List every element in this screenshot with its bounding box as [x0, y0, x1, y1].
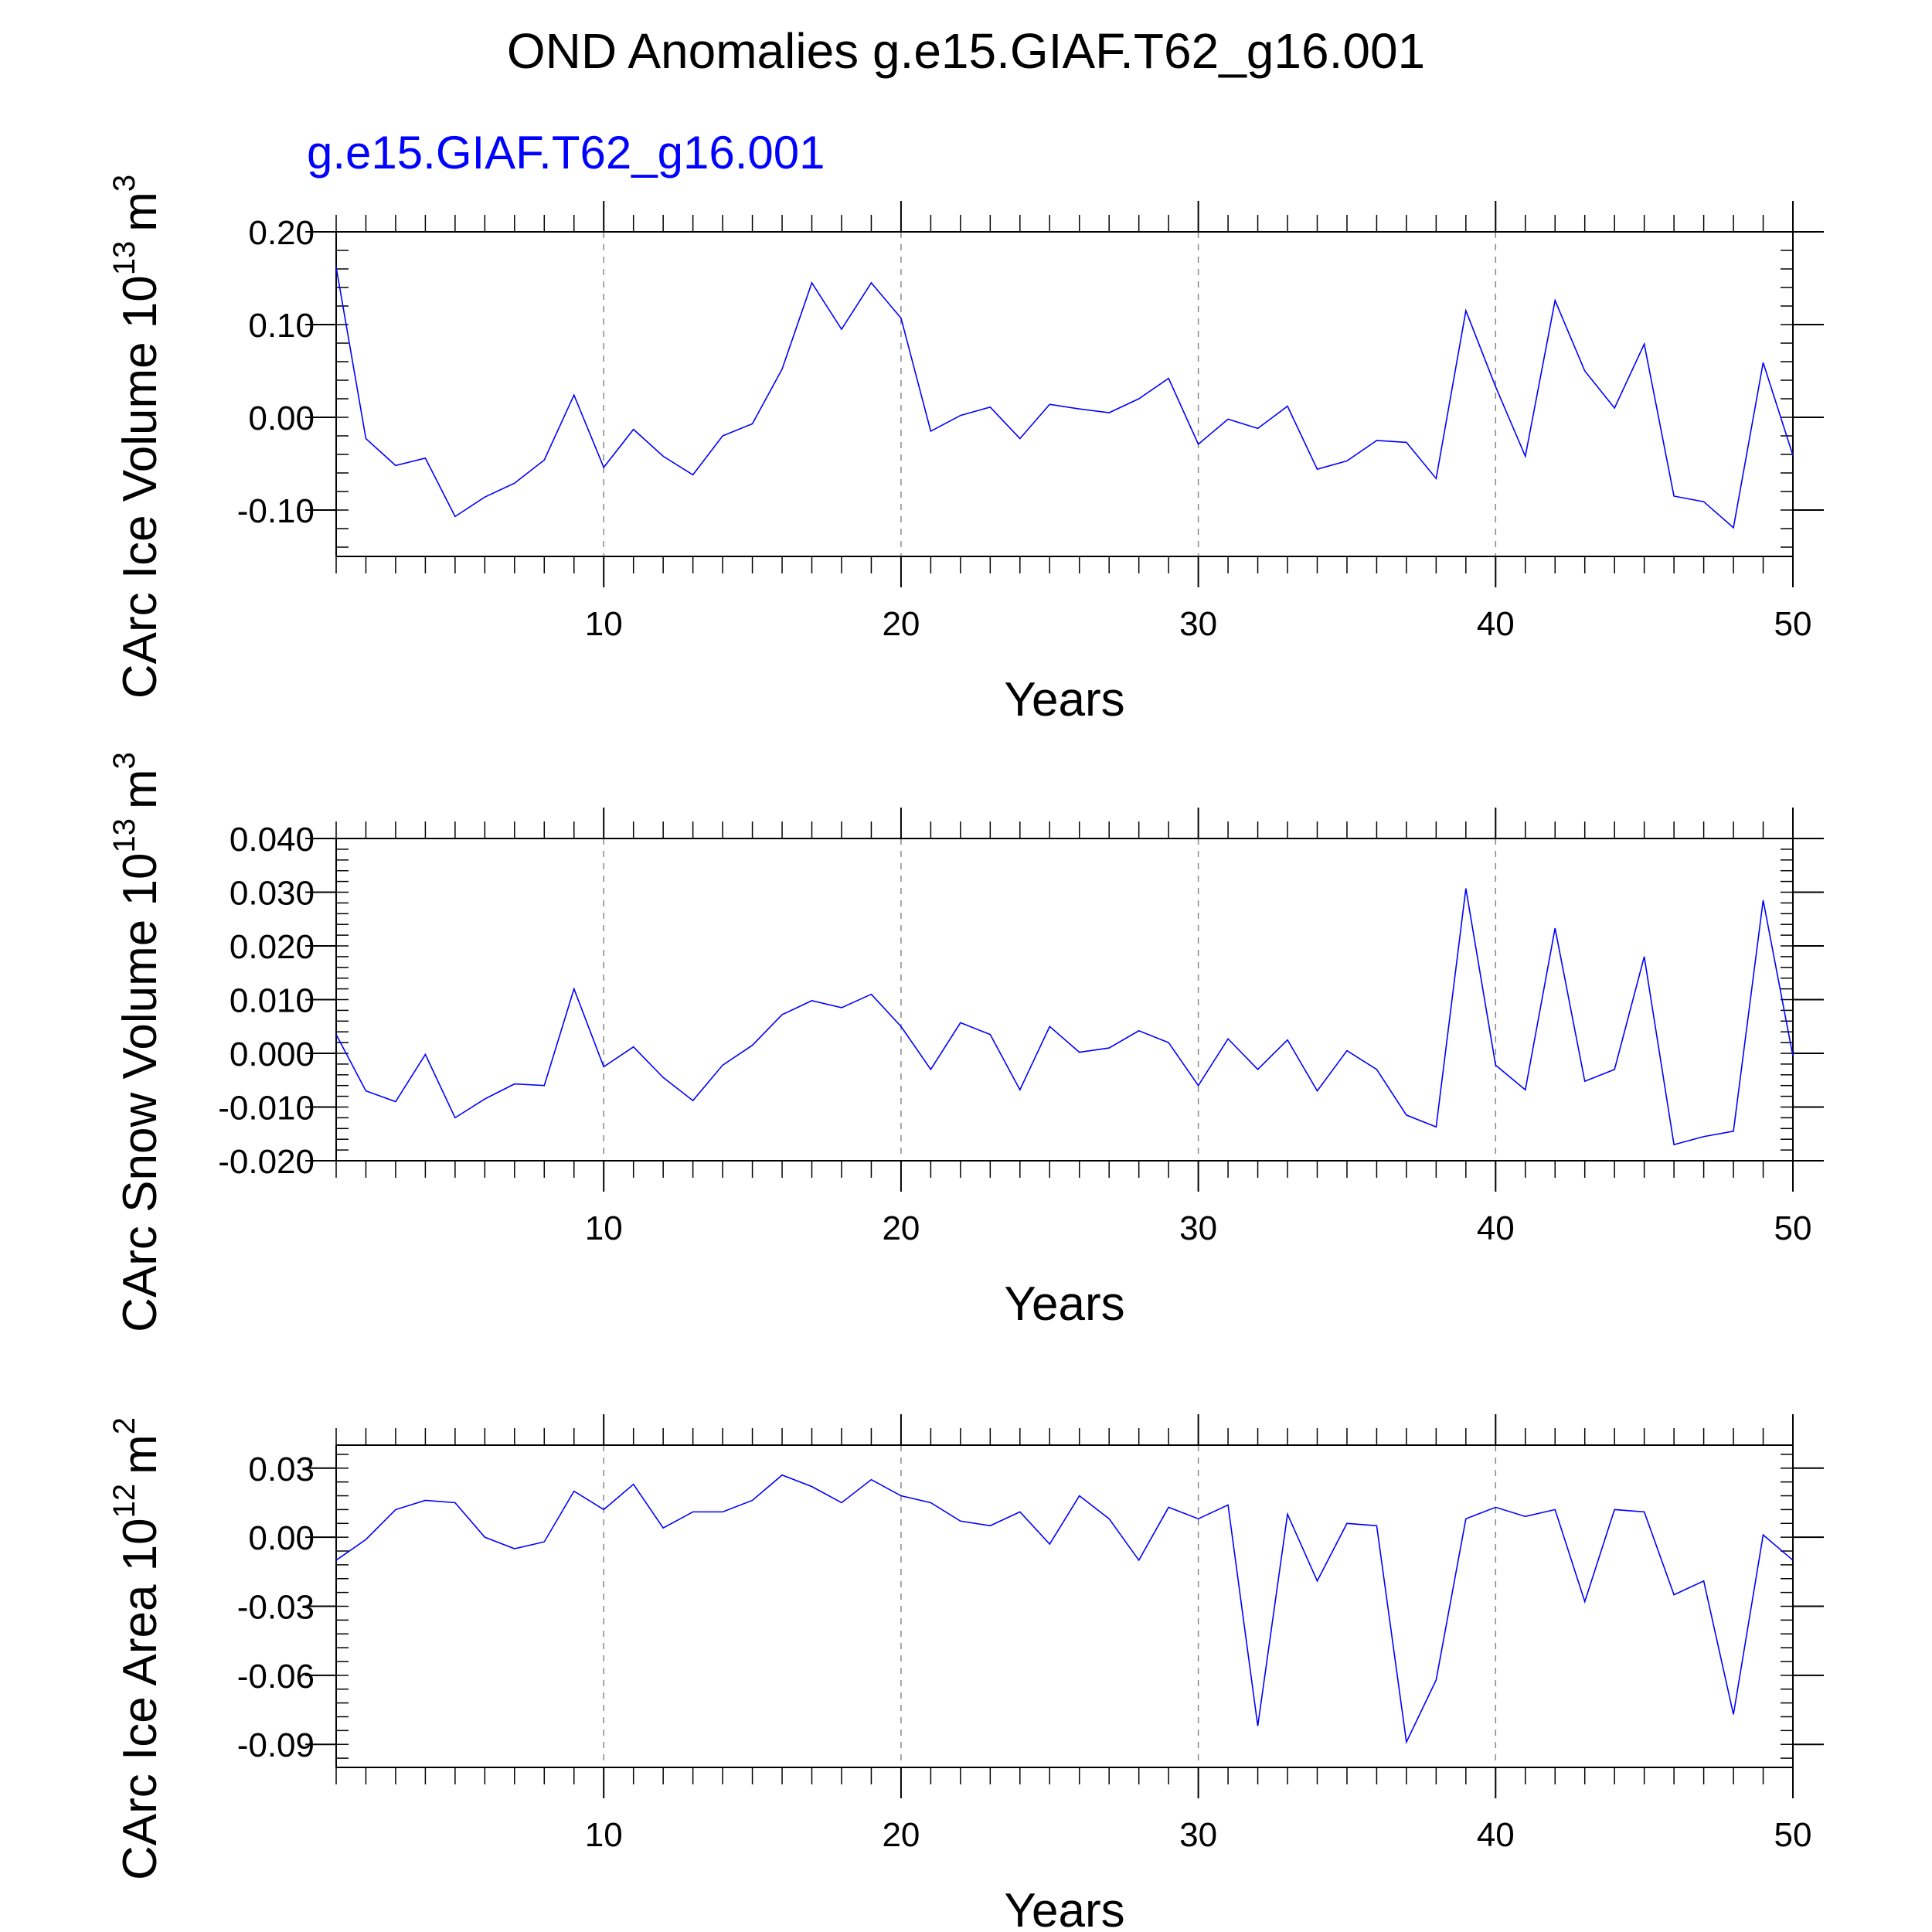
- y-tick-label: -0.010: [218, 1090, 315, 1128]
- series-label: g.e15.GIAF.T62_g16.001: [307, 127, 825, 179]
- x-axis-title: Years: [1004, 673, 1124, 726]
- y-axis-title-text: CArc Snow Volume 10: [114, 853, 167, 1332]
- x-tick-label: 10: [585, 1209, 623, 1247]
- y-tick-label: -0.06: [237, 1658, 315, 1696]
- y-tick-label: 0.020: [230, 928, 315, 966]
- y-tick-label: 0.10: [248, 307, 315, 345]
- y-axis-title-text: CArc Ice Area 10: [114, 1518, 167, 1880]
- x-tick-label: 40: [1477, 605, 1515, 643]
- x-tick-label: 10: [585, 605, 623, 643]
- y-axis-title-unit-exponent: 2: [107, 1417, 141, 1434]
- y-tick-label: 0.20: [248, 214, 315, 252]
- figure-title: OND Anomalies g.e15.GIAF.T62_g16.001: [507, 23, 1425, 79]
- y-axis-title-text: CArc Ice Volume 10: [114, 275, 167, 699]
- x-tick-label: 20: [882, 1209, 920, 1247]
- y-tick-label: -0.10: [237, 492, 315, 530]
- y-axis-title: CArc Ice Area 1012 m2: [107, 1417, 167, 1880]
- x-axis-title: Years: [1004, 1884, 1124, 1932]
- x-tick-label: 20: [882, 605, 920, 643]
- x-tick-label: 40: [1477, 1816, 1515, 1854]
- y-tick-label: -0.03: [237, 1589, 315, 1627]
- y-tick-label: 0.040: [230, 821, 315, 859]
- chart-panel-2: -0.020 -0.010 0.000 0.010 0.020 0.030 0.040 10 2…: [107, 752, 1824, 1332]
- y-tick-label: 0.03: [248, 1451, 315, 1488]
- y-tick-label: -0.020: [218, 1143, 315, 1181]
- x-tick-label: 50: [1774, 605, 1812, 643]
- y-axis-title-unit-exponent: 3: [107, 175, 141, 192]
- x-tick-label: 30: [1179, 605, 1217, 643]
- x-tick-label: 30: [1179, 1816, 1217, 1854]
- y-axis-title-exponent: 13: [107, 241, 141, 276]
- x-tick-label: 50: [1774, 1209, 1812, 1247]
- y-axis-title-unit: m: [114, 769, 167, 809]
- y-axis-title-unit: m: [114, 192, 167, 232]
- y-axis-title-unit-exponent: 3: [107, 752, 141, 769]
- chart-panel-3: -0.09 -0.06 -0.03 0.00 0.03 10 20 30 40 50 Years CA…: [107, 1414, 1824, 1932]
- series-line: [335, 267, 1794, 529]
- x-tick-label: 10: [585, 1816, 623, 1854]
- y-axis-title-exponent: 13: [107, 818, 141, 853]
- y-axis-title-exponent: 12: [107, 1484, 141, 1519]
- series-line: [335, 1474, 1794, 1744]
- x-tick-label: 40: [1477, 1209, 1515, 1247]
- x-tick-label: 20: [882, 1816, 920, 1854]
- y-axis-title-unit: m: [114, 1434, 167, 1475]
- x-axis-title: Years: [1004, 1277, 1124, 1331]
- series-line: [335, 888, 1794, 1146]
- y-tick-label: 0.00: [248, 400, 315, 437]
- y-tick-label: 0.030: [230, 875, 315, 913]
- y-tick-label: 0.00: [248, 1519, 315, 1557]
- y-tick-label: 0.010: [230, 982, 315, 1020]
- x-tick-label: 50: [1774, 1816, 1812, 1854]
- y-axis-title: CArc Snow Volume 1013 m3: [107, 752, 167, 1332]
- panels: -0.10 0.00 0.10 0.20 10 20 30 40 50 Years CArc Ice…: [107, 175, 1824, 1932]
- y-tick-label: 0.000: [230, 1036, 315, 1073]
- y-axis-title: CArc Ice Volume 1013 m3: [107, 175, 167, 699]
- x-tick-label: 30: [1179, 1209, 1217, 1247]
- chart-panel-1: -0.10 0.00 0.10 0.20 10 20 30 40 50 Years CArc Ice…: [107, 175, 1824, 726]
- y-tick-label: -0.09: [237, 1726, 315, 1764]
